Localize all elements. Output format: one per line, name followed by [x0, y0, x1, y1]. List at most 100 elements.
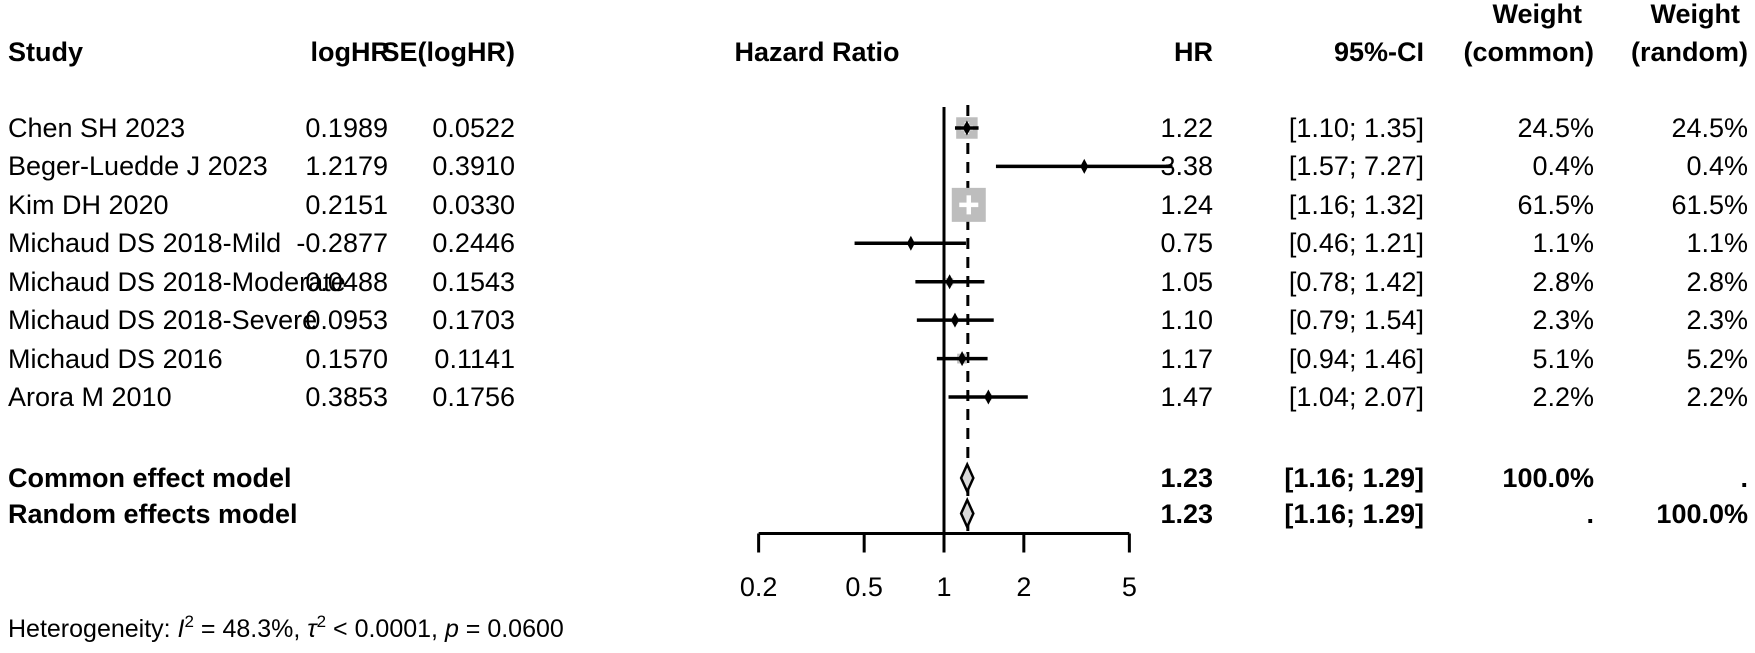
se-cell: 0.2446 — [432, 228, 515, 259]
loghr-cell: -0.2877 — [296, 228, 388, 259]
se-cell: 0.1141 — [434, 343, 515, 374]
se-cell: 0.1703 — [432, 305, 515, 336]
summary-ci-cell: [1.16; 1.29] — [1284, 463, 1424, 493]
column-header-study: Study — [8, 37, 84, 67]
weight-random-cell: 61.5% — [1671, 189, 1748, 220]
hr-cell: 1.05 — [1160, 266, 1213, 297]
point-estimate-marker — [962, 120, 971, 136]
ci-cell: [0.78; 1.42] — [1288, 266, 1424, 297]
weight-random-cell: 2.8% — [1686, 266, 1748, 297]
summary-weight-random-cell: . — [1740, 463, 1748, 493]
study-name-cell: Michaud DS 2016 — [8, 343, 223, 374]
point-estimate-marker — [950, 312, 959, 328]
summary-weight-random-cell: 100.0% — [1656, 498, 1748, 529]
loghr-cell: 0.3853 — [305, 382, 388, 412]
weight-common-cell: 2.2% — [1532, 382, 1594, 412]
weight-random-cell: 5.2% — [1686, 343, 1748, 374]
axis-tick-label: 1 — [936, 572, 951, 602]
point-estimate-marker — [906, 235, 915, 251]
axis-tick-label: 0.5 — [845, 572, 883, 602]
weight-common-cell: 1.1% — [1532, 228, 1594, 259]
point-estimate-marker — [984, 389, 993, 405]
summary-label-cell: Random effects model — [8, 498, 298, 529]
heterogeneity-text-part: 2 — [184, 612, 194, 631]
hr-cell: 1.10 — [1160, 305, 1213, 336]
column-header-hazard-ratio: Hazard Ratio — [734, 37, 900, 67]
weight-common-cell: 2.3% — [1532, 305, 1594, 336]
hr-cell: 0.75 — [1160, 228, 1213, 259]
summary-diamond — [959, 461, 975, 495]
heterogeneity-text-part: = 48.3%, — [193, 615, 308, 643]
column-header-weight-common-line2: (common) — [1463, 37, 1595, 67]
summary-weight-common-cell: . — [1586, 498, 1594, 529]
column-header-se: SE(logHR) — [381, 37, 515, 67]
column-header-hr: HR — [1174, 37, 1213, 67]
column-header-weight-random-line1: Weight — [1650, 0, 1741, 29]
weight-random-cell: 24.5% — [1671, 113, 1748, 143]
study-name-cell: Chen SH 2023 — [8, 113, 186, 143]
summary-weight-common-cell: 100.0% — [1502, 463, 1594, 493]
heterogeneity-text-part: p — [444, 615, 459, 643]
summary-label-cell: Common effect model — [8, 463, 292, 493]
weight-random-cell: 2.3% — [1686, 305, 1748, 336]
study-name-cell: Michaud DS 2018-Moderate — [8, 266, 346, 297]
ci-cell: [0.46; 1.21] — [1288, 228, 1424, 259]
column-header-weight-random-line2: (random) — [1631, 37, 1748, 67]
heterogeneity-text-part: I — [177, 615, 185, 643]
hr-cell: 1.47 — [1160, 382, 1213, 412]
se-cell: 0.1543 — [432, 266, 515, 297]
point-estimate-marker — [1080, 158, 1089, 174]
summary-diamond — [959, 496, 975, 531]
se-cell: 0.1756 — [432, 382, 515, 412]
se-cell: 0.3910 — [432, 151, 515, 182]
ci-cell: [1.57; 7.27] — [1288, 151, 1424, 182]
loghr-cell: 0.1989 — [305, 113, 388, 143]
weight-random-cell: 1.1% — [1686, 228, 1748, 259]
ci-cell: [0.94; 1.46] — [1288, 343, 1424, 374]
axis-tick-label: 2 — [1016, 572, 1031, 602]
loghr-cell: 0.0953 — [305, 305, 388, 336]
point-estimate-marker — [958, 351, 967, 367]
column-header-ci: 95%-CI — [1333, 37, 1424, 67]
axis-tick-label: 0.2 — [740, 572, 778, 602]
study-name-cell: Beger-Luedde J 2023 — [8, 151, 268, 182]
hr-cell: 1.22 — [1160, 113, 1213, 143]
point-estimate-marker — [945, 274, 954, 290]
study-name-cell: Michaud DS 2018-Severe — [8, 305, 318, 336]
weight-random-cell: 0.4% — [1686, 151, 1748, 182]
heterogeneity-note: Heterogeneity: I2 = 48.3%, τ2 < 0.0001, … — [8, 612, 564, 646]
axis-tick-label: 5 — [1122, 572, 1137, 602]
ci-cell: [1.10; 1.35] — [1288, 113, 1424, 143]
ci-cell: [0.79; 1.54] — [1288, 305, 1424, 336]
weight-common-cell: 61.5% — [1517, 189, 1594, 220]
square-cross — [966, 195, 972, 215]
loghr-cell: 0.2151 — [305, 189, 388, 220]
column-header-weight-common-line1: Weight — [1492, 0, 1583, 29]
ci-cell: [1.04; 2.07] — [1288, 382, 1424, 412]
loghr-cell: 0.1570 — [305, 343, 388, 374]
weight-common-cell: 2.8% — [1532, 266, 1594, 297]
heterogeneity-text-part: < 0.0001, — [326, 615, 445, 643]
study-name-cell: Arora M 2010 — [8, 382, 172, 412]
summary-ci-cell: [1.16; 1.29] — [1284, 498, 1424, 529]
hr-cell: 1.24 — [1160, 189, 1213, 220]
heterogeneity-text-part: = 0.0600 — [458, 615, 564, 643]
study-name-cell: Michaud DS 2018-Mild — [8, 228, 282, 259]
loghr-cell: 0.0488 — [305, 266, 388, 297]
weight-common-cell: 5.1% — [1532, 343, 1594, 374]
heterogeneity-text-part: Heterogeneity: — [8, 615, 178, 643]
column-header-loghr: logHR — [310, 37, 390, 67]
ci-cell: [1.16; 1.32] — [1288, 189, 1424, 220]
loghr-cell: 1.2179 — [305, 151, 388, 182]
se-cell: 0.0330 — [432, 189, 515, 220]
heterogeneity-text-part: τ — [307, 615, 317, 643]
summary-hr-cell: 1.23 — [1160, 463, 1213, 493]
se-cell: 0.0522 — [432, 113, 515, 143]
summary-hr-cell: 1.23 — [1160, 498, 1213, 529]
hr-cell: 1.17 — [1160, 343, 1213, 374]
weight-common-cell: 0.4% — [1532, 151, 1594, 182]
study-name-cell: Kim DH 2020 — [8, 189, 169, 220]
heterogeneity-text-part: 2 — [316, 612, 327, 631]
